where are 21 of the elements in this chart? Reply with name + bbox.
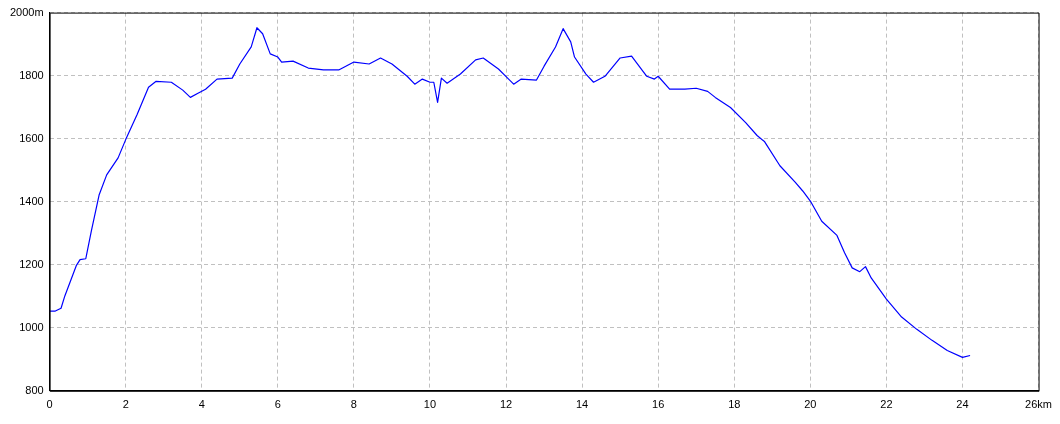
y-tick-label: 1200 — [19, 257, 44, 270]
y-tick-label: 1800 — [19, 68, 44, 81]
x-tick-label: 24 — [956, 398, 969, 411]
x-tick-label: 4 — [198, 398, 205, 411]
y-tick-label: 800 — [25, 383, 44, 396]
y-tick-label: 2000m — [9, 5, 44, 18]
y-tick-label: 1000 — [19, 320, 44, 333]
x-tick-label: 20 — [804, 398, 817, 411]
x-tick-label: 14 — [576, 398, 589, 411]
x-tick-label: 2 — [122, 398, 129, 411]
x-tick-label: 16 — [652, 398, 665, 411]
x-tick-label: 10 — [423, 398, 437, 411]
x-tick-label: 12 — [499, 398, 513, 411]
x-tick-label: 6 — [274, 398, 281, 411]
x-tick-label: 8 — [350, 398, 357, 411]
y-tick-label: 1600 — [19, 131, 44, 144]
x-tick-label: 0 — [46, 398, 53, 411]
x-tick-label: 22 — [880, 398, 893, 411]
x-tick-label: 26km — [1025, 398, 1052, 411]
y-tick-label: 1400 — [19, 194, 44, 207]
x-tick-label: 18 — [728, 398, 741, 411]
